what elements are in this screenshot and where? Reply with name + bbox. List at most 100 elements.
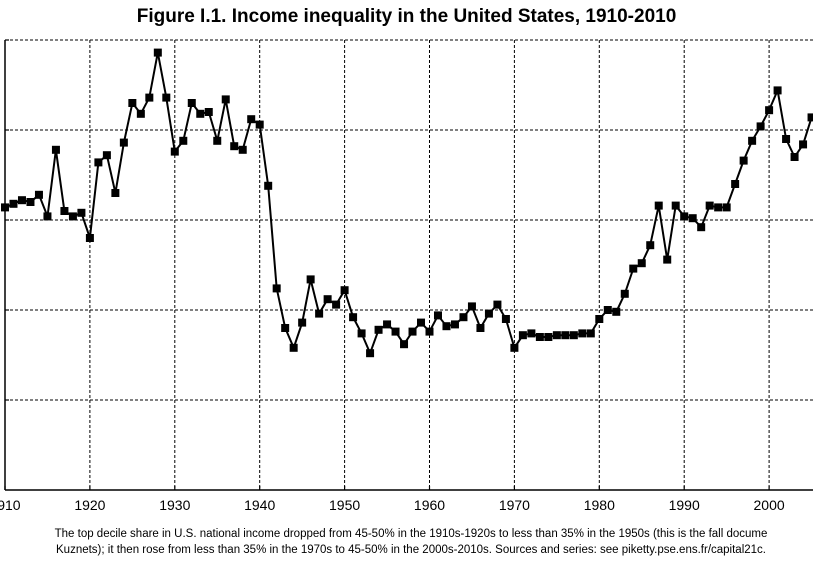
data-point: [289, 343, 298, 352]
x-axis-ticks: 1910 1920 1930 1940 1950 1960 1970 1980 1990 2000: [0, 497, 785, 513]
x-tick-label: 1940: [244, 497, 275, 513]
x-tick-label: 1910: [0, 497, 21, 513]
data-point: [510, 343, 519, 352]
data-point: [247, 115, 256, 124]
data-point: [162, 93, 171, 102]
data-point: [518, 331, 527, 340]
data-point: [264, 181, 273, 190]
data-point: [442, 322, 451, 331]
data-point: [408, 327, 417, 336]
data-point: [433, 311, 442, 320]
data-point: [417, 318, 426, 327]
data-point: [637, 259, 646, 268]
data-point: [255, 120, 264, 129]
data-point: [705, 201, 714, 210]
data-point: [119, 138, 128, 147]
data-point: [60, 207, 69, 215]
data-point: [484, 309, 493, 318]
data-point: [374, 325, 383, 334]
data-point: [221, 95, 230, 104]
data-point: [654, 201, 663, 210]
data-point: [315, 309, 324, 318]
data-point: [187, 99, 196, 107]
data-point: [145, 93, 154, 102]
data-point: [714, 203, 723, 212]
data-point: [697, 223, 706, 232]
data-point: [799, 140, 808, 149]
data-point: [26, 198, 35, 206]
data-point: [102, 151, 111, 160]
x-tick-label: 1950: [329, 497, 360, 513]
data-point: [51, 145, 60, 154]
data-point: [17, 196, 26, 205]
data-point: [527, 329, 536, 338]
x-tick-label: 1930: [159, 497, 190, 513]
data-point: [731, 180, 740, 188]
data-point: [782, 135, 791, 143]
data-point: [595, 315, 604, 323]
data-point: [128, 99, 137, 107]
caption-line-2: Kuznets); it then rose from less than 35…: [56, 544, 766, 556]
data-point: [43, 212, 52, 221]
series-line: [4, 52, 813, 356]
data-point: [501, 315, 510, 323]
data-point: [544, 333, 553, 341]
data-point: [281, 324, 290, 332]
data-point: [196, 109, 205, 118]
data-point: [493, 300, 502, 309]
data-point: [807, 113, 813, 122]
data-point: [9, 199, 18, 208]
plot-frame: [4, 39, 813, 491]
data-point: [688, 214, 697, 223]
data-point: [722, 203, 731, 212]
data-point: [671, 201, 680, 210]
data-point: [213, 136, 222, 145]
data-point: [179, 136, 188, 145]
data-point: [459, 313, 468, 322]
data-point: [272, 284, 281, 293]
data-point: [765, 106, 774, 115]
data-point: [739, 156, 748, 165]
data-point: [391, 327, 400, 336]
data-point: [425, 327, 434, 336]
x-tick-label: 1990: [669, 497, 700, 513]
data-point: [204, 108, 213, 116]
data-point: [612, 307, 621, 316]
data-point: [569, 331, 578, 340]
data-point: [400, 340, 409, 349]
figure-caption: The top decile share in U.S. national in…: [0, 526, 813, 558]
series-line-path: [4, 52, 813, 356]
data-point: [450, 320, 459, 329]
x-tick-label: 1980: [584, 497, 615, 513]
data-point: [790, 153, 799, 161]
x-tick-label: 1920: [74, 497, 105, 513]
data-point: [306, 275, 315, 284]
data-point: [646, 241, 655, 250]
data-point: [586, 329, 595, 338]
data-point: [1, 203, 9, 212]
data-point: [136, 109, 145, 118]
data-point: [77, 208, 86, 217]
data-point: [629, 264, 638, 273]
data-point: [340, 286, 349, 295]
data-point: [68, 212, 77, 221]
grid: [5, 39, 813, 490]
data-point: [170, 147, 179, 156]
data-point: [748, 136, 757, 145]
data-point: [603, 306, 612, 314]
data-point: [383, 320, 392, 329]
data-point: [298, 318, 307, 327]
x-tick-label: 1970: [499, 497, 530, 513]
chart-title: Figure I.1. Income inequality in the Uni…: [136, 6, 677, 27]
data-point: [111, 189, 120, 197]
series-markers: [1, 48, 813, 358]
data-point: [578, 329, 587, 338]
data-point: [323, 295, 332, 304]
data-point: [357, 329, 366, 338]
x-tick-label: 2000: [754, 497, 785, 513]
data-point: [94, 158, 103, 167]
data-point: [756, 122, 765, 131]
data-point: [34, 190, 43, 199]
data-point: [349, 313, 358, 322]
